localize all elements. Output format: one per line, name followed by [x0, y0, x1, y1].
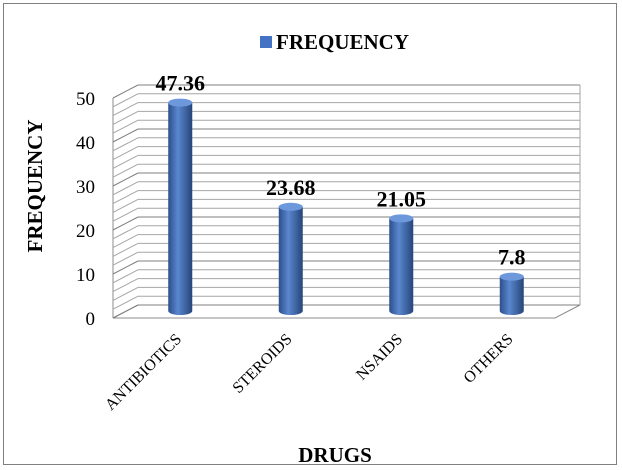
y-tick-label: 20 — [76, 221, 95, 242]
bar-top — [499, 272, 524, 281]
bar-body — [499, 276, 524, 315]
y-tick-label: 40 — [76, 133, 95, 154]
side-gridline — [112, 84, 139, 99]
side-gridline — [112, 190, 139, 205]
x-axis-ticks: ANTIBIOTICS STEROIDS NSAIDS OTHERS — [102, 331, 517, 414]
y-axis-title: FREQUENCY — [23, 119, 47, 252]
side-gridline — [112, 110, 139, 125]
side-gridline — [112, 102, 139, 117]
side-gridline — [112, 295, 139, 310]
side-gridline — [112, 207, 139, 222]
x-tick-label: NSAIDS — [353, 331, 406, 384]
side-gridline — [112, 154, 139, 169]
y-tick-label: 50 — [76, 89, 95, 110]
side-gridline — [112, 304, 139, 319]
chart-frame — [3, 3, 617, 465]
side-gridline — [112, 119, 139, 134]
side-gridline — [112, 181, 139, 196]
data-label: 47.36 — [156, 71, 206, 96]
bar-others — [499, 272, 524, 315]
side-gridline — [112, 286, 139, 301]
bar-top — [389, 214, 414, 223]
x-tick-label: ANTIBIOTICS — [102, 331, 185, 414]
bar-top — [168, 98, 193, 107]
side-gridline — [112, 93, 139, 108]
y-axis-ticks: 0 10 20 30 40 50 — [76, 89, 95, 330]
legend-swatch — [260, 36, 272, 48]
side-gridline — [112, 146, 139, 161]
side-gridline — [112, 251, 139, 266]
legend-label: FREQUENCY — [276, 30, 409, 54]
bar-nsaids — [389, 214, 414, 315]
bar-body — [168, 102, 193, 315]
bar-antibiotics — [168, 98, 193, 315]
bar-top — [278, 202, 303, 211]
x-tick-label: OTHERS — [461, 331, 517, 387]
bars — [168, 98, 524, 315]
data-labels: 47.36 23.68 21.05 7.8 — [156, 71, 526, 270]
data-label: 7.8 — [498, 245, 526, 270]
bar-body — [278, 206, 303, 315]
y-tick-label: 0 — [86, 309, 96, 330]
side-gridline — [112, 128, 139, 143]
side-gridline — [112, 225, 139, 240]
x-axis-title: DRUGS — [298, 443, 372, 467]
side-gridline — [112, 260, 139, 275]
side-gridline — [112, 137, 139, 152]
side-gridline — [112, 278, 139, 293]
data-label: 21.05 — [377, 186, 427, 211]
side-gridline — [112, 234, 139, 249]
data-label: 23.68 — [266, 175, 316, 200]
side-gridline — [112, 172, 139, 187]
side-gridline — [112, 269, 139, 284]
legend: FREQUENCY — [260, 30, 409, 54]
side-gridline — [112, 198, 139, 213]
y-tick-label: 30 — [76, 177, 95, 198]
side-gridline — [112, 216, 139, 231]
x-tick-label: STEROIDS — [229, 331, 295, 397]
bar-steroids — [278, 202, 303, 315]
side-gridline — [112, 242, 139, 257]
bar-body — [389, 218, 414, 315]
y-tick-label: 10 — [76, 265, 95, 286]
side-gridline — [112, 163, 139, 178]
